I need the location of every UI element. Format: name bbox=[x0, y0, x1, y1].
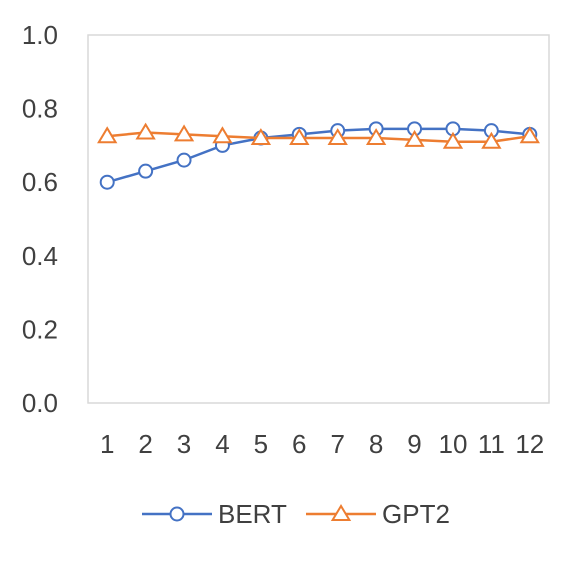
data-point-gpt2 bbox=[97, 126, 118, 144]
data-point-gpt2 bbox=[250, 128, 272, 146]
series-line-gpt2 bbox=[107, 131, 530, 143]
series-gpt2 bbox=[97, 122, 540, 149]
legend-marker-bert bbox=[169, 506, 185, 522]
y-tick-label: 0.2 bbox=[22, 314, 58, 344]
x-tick-label: 12 bbox=[515, 429, 544, 459]
data-point-gpt2 bbox=[365, 128, 387, 146]
data-point-gpt2 bbox=[289, 128, 310, 146]
x-tick-label: 7 bbox=[330, 429, 344, 459]
plot-area bbox=[87, 34, 550, 404]
data-point-gpt2 bbox=[481, 131, 502, 149]
data-point-bert bbox=[176, 152, 192, 168]
legend-label-bert: BERT bbox=[218, 499, 287, 529]
data-point-gpt2 bbox=[404, 129, 425, 147]
x-tick-label: 11 bbox=[478, 429, 505, 459]
y-tick-label: 1.0 bbox=[22, 20, 58, 50]
x-tick-label: 5 bbox=[254, 429, 268, 459]
x-tick-label: 8 bbox=[369, 429, 383, 459]
data-point-gpt2 bbox=[327, 128, 348, 146]
y-tick-label: 0.0 bbox=[22, 388, 58, 418]
x-tick-label: 3 bbox=[177, 429, 191, 459]
data-point-gpt2 bbox=[173, 124, 195, 142]
data-point-bert bbox=[138, 163, 154, 179]
x-tick-label: 4 bbox=[215, 429, 229, 459]
legend-item-gpt2: GPT2 bbox=[306, 499, 450, 529]
data-point-gpt2 bbox=[519, 126, 540, 144]
x-tick-label: 1 bbox=[100, 429, 114, 459]
x-tick-label: 6 bbox=[292, 429, 306, 459]
legend-marker-gpt2 bbox=[330, 504, 352, 521]
x-tick-label: 2 bbox=[138, 429, 152, 459]
y-tick-label: 0.6 bbox=[22, 167, 58, 197]
data-point-bert bbox=[99, 174, 115, 190]
legend-item-bert: BERT bbox=[142, 499, 287, 529]
y-tick-label: 0.8 bbox=[22, 94, 58, 124]
y-tick-label: 0.4 bbox=[22, 241, 58, 271]
x-tick-label: 9 bbox=[407, 429, 421, 459]
legend-label-gpt2: GPT2 bbox=[382, 499, 450, 529]
data-point-gpt2 bbox=[135, 122, 156, 140]
data-point-gpt2 bbox=[212, 126, 233, 144]
data-point-gpt2 bbox=[442, 131, 464, 149]
x-tick-label: 10 bbox=[438, 429, 467, 459]
